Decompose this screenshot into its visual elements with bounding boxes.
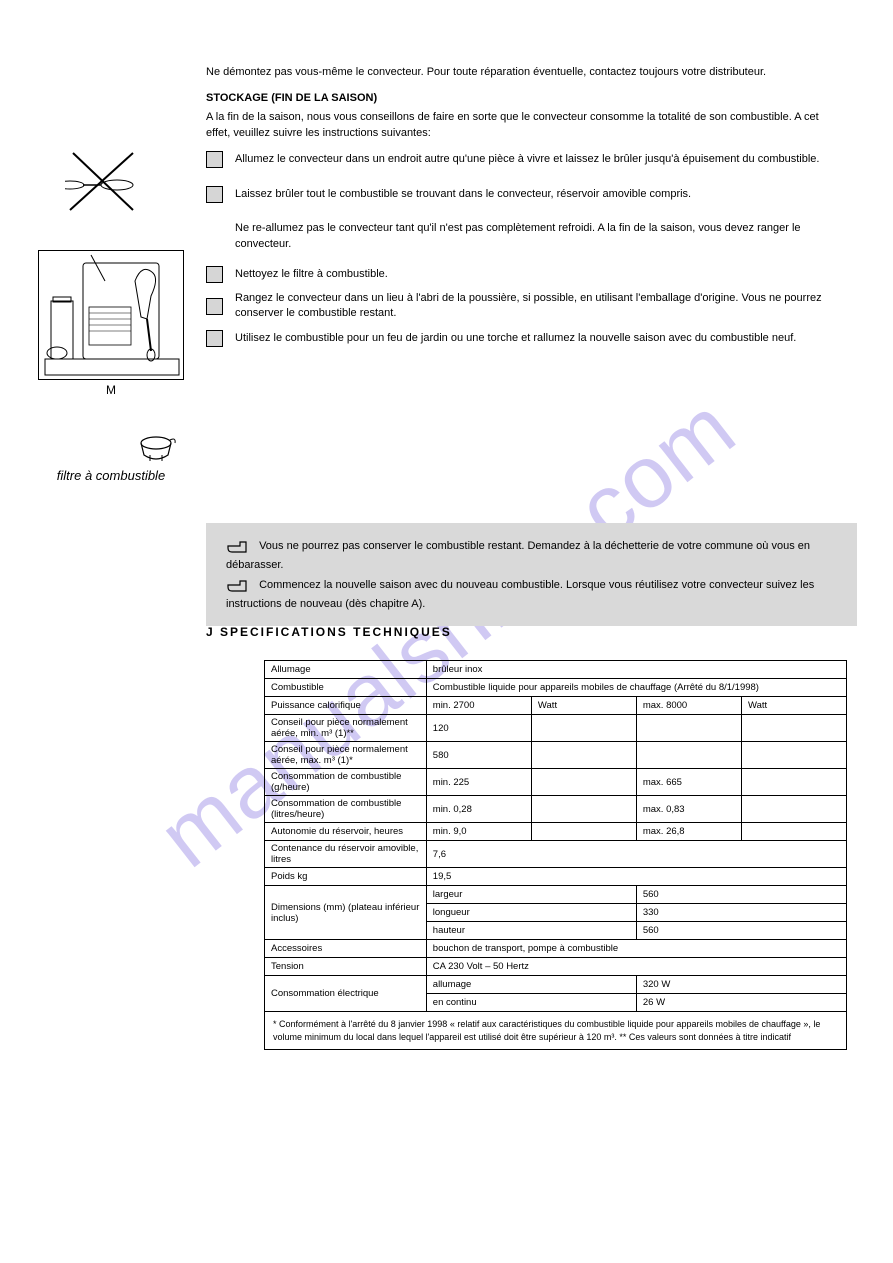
spec-sublabel: en continu bbox=[426, 994, 636, 1012]
checkbox-icon bbox=[206, 266, 223, 283]
spec-q1l: 120 bbox=[426, 715, 531, 742]
checkbox-icon bbox=[206, 186, 223, 203]
spec-q2l: max. 0,83 bbox=[636, 796, 741, 823]
spec-label: Dimensions (mm) (plateau inférieur inclu… bbox=[265, 886, 427, 940]
spec-value: 7,6 bbox=[426, 841, 846, 868]
spec-value: bouchon de transport, pompe à combustibl… bbox=[426, 940, 846, 958]
illustration-m-caption: M bbox=[38, 383, 184, 397]
checklist-text: Allumez le convecteur dans un endroit au… bbox=[235, 152, 843, 167]
fuel-filter-icon bbox=[138, 435, 176, 465]
spec-label: Puissance calorifique bbox=[265, 697, 427, 715]
spec-q2l bbox=[636, 715, 741, 742]
specs-table: Allumagebrûleur inoxCombustibleCombustib… bbox=[264, 660, 847, 1050]
spec-subvalue: 560 bbox=[636, 886, 846, 904]
spec-q2l bbox=[636, 742, 741, 769]
spec-label: Consommation de combustible (litres/heur… bbox=[265, 796, 427, 823]
spec-notice: * Conformément à l'arrêté du 8 janvier 1… bbox=[265, 1012, 847, 1050]
spec-label: Conseil pour pièce normalement aérée, mi… bbox=[265, 715, 427, 742]
checklist-text: Utilisez le combustible pour un feu de j… bbox=[235, 331, 843, 346]
pointing-hand-icon bbox=[226, 535, 248, 557]
spec-label: Consommation de combustible (g/heure) bbox=[265, 769, 427, 796]
spec-subvalue: 26 W bbox=[636, 994, 846, 1012]
checkbox-icon bbox=[206, 151, 223, 168]
spec-q2r bbox=[741, 796, 846, 823]
between-checks-text: Ne re-allumez pas le convecteur tant qu'… bbox=[235, 221, 843, 252]
spec-label: Autonomie du réservoir, heures bbox=[265, 823, 427, 841]
spec-sublabel: largeur bbox=[426, 886, 636, 904]
spec-q2r bbox=[741, 715, 846, 742]
checklist-text: Nettoyez le filtre à combustible. bbox=[235, 267, 843, 282]
spec-sublabel: allumage bbox=[426, 976, 636, 994]
storage-heading: STOCKAGE (FIN DE LA SAISON) bbox=[206, 92, 843, 104]
checklist-item: Laissez brûler tout le combustible se tr… bbox=[206, 186, 843, 203]
spec-value: Combustible liquide pour appareils mobil… bbox=[426, 679, 846, 697]
spec-sublabel: longueur bbox=[426, 904, 636, 922]
spec-label: Accessoires bbox=[265, 940, 427, 958]
spec-label: Conseil pour pièce normalement aérée, ma… bbox=[265, 742, 427, 769]
specs-heading: J SPECIFICATIONS TECHNIQUES bbox=[206, 625, 843, 639]
spec-q1r bbox=[531, 715, 636, 742]
checklist-text: Laissez brûler tout le combustible se tr… bbox=[235, 187, 843, 202]
spec-subvalue: 560 bbox=[636, 922, 846, 940]
spec-label: Consommation électrique bbox=[265, 976, 427, 1012]
spec-q1l: min. 225 bbox=[426, 769, 531, 796]
spec-label: Allumage bbox=[265, 661, 427, 679]
checkbox-icon bbox=[206, 298, 223, 315]
spec-q1r bbox=[531, 769, 636, 796]
spec-q2l: max. 8000 bbox=[636, 697, 741, 715]
spec-q2r bbox=[741, 823, 846, 841]
spec-q2r: Watt bbox=[741, 697, 846, 715]
callout-band: Vous ne pourrez pas conserver le combust… bbox=[206, 523, 857, 626]
spec-value: brûleur inox bbox=[426, 661, 846, 679]
checklist-text: Rangez le convecteur dans un lieu à l'ab… bbox=[235, 291, 843, 322]
spec-q1l: min. 2700 bbox=[426, 697, 531, 715]
spec-q1l: min. 9,0 bbox=[426, 823, 531, 841]
pointing-hand-icon bbox=[226, 574, 248, 596]
checkbox-icon bbox=[206, 330, 223, 347]
spec-q1r bbox=[531, 796, 636, 823]
checklist-item: Utilisez le combustible pour un feu de j… bbox=[206, 330, 843, 347]
spec-value: CA 230 Volt – 50 Hertz bbox=[426, 958, 846, 976]
spec-q1l: min. 0,28 bbox=[426, 796, 531, 823]
spec-q2l: max. 26,8 bbox=[636, 823, 741, 841]
section-j: J SPECIFICATIONS TECHNIQUES bbox=[206, 625, 843, 653]
spec-label: Tension bbox=[265, 958, 427, 976]
crossed-screwdrivers-icon bbox=[65, 145, 140, 220]
fuel-filter-caption: filtre à combustible bbox=[38, 468, 184, 483]
spec-q2l: max. 665 bbox=[636, 769, 741, 796]
spec-q1r bbox=[531, 742, 636, 769]
checklist-item: Rangez le convecteur dans un lieu à l'ab… bbox=[206, 291, 843, 322]
spec-label: Combustible bbox=[265, 679, 427, 697]
spec-q1r: Watt bbox=[531, 697, 636, 715]
spec-q1l: 580 bbox=[426, 742, 531, 769]
spec-subvalue: 330 bbox=[636, 904, 846, 922]
checklist-item: Nettoyez le filtre à combustible. bbox=[206, 266, 843, 283]
spec-label: Poids kg bbox=[265, 868, 427, 886]
spec-sublabel: hauteur bbox=[426, 922, 636, 940]
spec-q1r bbox=[531, 823, 636, 841]
lead-text: Ne démontez pas vous-même le convecteur.… bbox=[206, 65, 843, 80]
spec-q2r bbox=[741, 742, 846, 769]
spec-label: Contenance du réservoir amovible, litres bbox=[265, 841, 427, 868]
spec-subvalue: 320 W bbox=[636, 976, 846, 994]
spec-q2r bbox=[741, 769, 846, 796]
storage-intro: A la fin de la saison, nous vous conseil… bbox=[206, 110, 843, 141]
callout-line-1: Vous ne pourrez pas conserver le combust… bbox=[226, 540, 810, 571]
storage-illustration bbox=[38, 250, 184, 380]
callout-line-2: Commencez la nouvelle saison avec du nou… bbox=[226, 578, 814, 609]
checklist-item: Allumez le convecteur dans un endroit au… bbox=[206, 151, 843, 168]
spec-value: 19,5 bbox=[426, 868, 846, 886]
